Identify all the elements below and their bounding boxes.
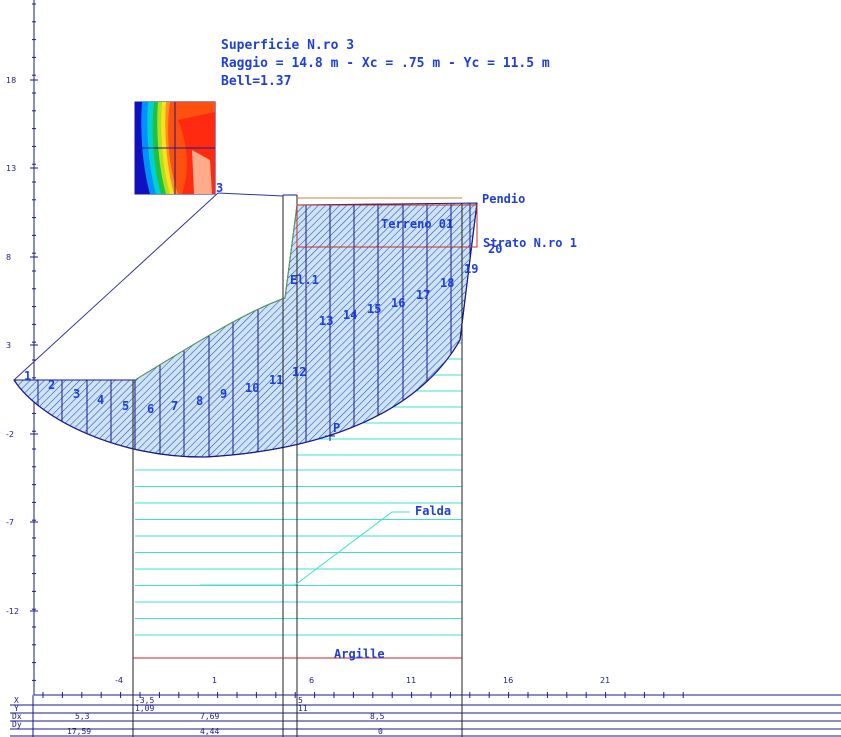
x-tick-label: -4 <box>115 676 123 685</box>
label-terreno: Terreno 01 <box>381 217 453 231</box>
x-tick-label: 21 <box>600 676 610 685</box>
header-line-1: Superficie N.ro 3 <box>221 38 354 53</box>
cell-c1-dy: 17,59 <box>67 727 91 736</box>
sliding-mass <box>13 202 478 458</box>
radius-line-top <box>217 192 284 197</box>
slice-number: 5 <box>122 399 129 413</box>
slice-number: 1 <box>24 369 31 383</box>
row-label-y: Y <box>14 704 19 713</box>
x-tick-label: 1 <box>212 676 217 685</box>
row-label-x: X <box>14 696 19 705</box>
row-label-dy: Dy <box>12 720 22 729</box>
y-tick-label: 13 <box>6 164 16 173</box>
falda-leader <box>200 511 410 586</box>
slice-number: 13 <box>319 314 333 328</box>
label-pendio: Pendio <box>482 192 525 206</box>
row-label-dx: Dx <box>12 712 22 721</box>
label-strato: Strato N.ro 1 <box>483 236 577 250</box>
slice-number: 4 <box>97 393 104 407</box>
label-point-p: P <box>333 421 340 435</box>
safety-factor-mesh <box>134 101 216 195</box>
point-p-marker <box>325 431 335 441</box>
y-tick-label: 18 <box>6 76 16 85</box>
y-axis-ticks: 18 13 8 3 -2 -7 -12 <box>6 3 38 681</box>
coordinate-table: X Y Dx Dy 5,3 17,59 -3,5 1,09 7,69 4,44 … <box>10 694 841 737</box>
y-tick-label: 8 <box>6 253 11 262</box>
x-tick-label: 11 <box>406 676 416 685</box>
cell-c3-dx: 8,5 <box>370 712 385 721</box>
x-tick-label: 6 <box>309 676 314 685</box>
slope-profile <box>134 204 298 381</box>
slice-number: 12 <box>292 365 306 379</box>
header-line-3: Bell=1.37 <box>221 74 291 89</box>
slice-number: 11 <box>269 373 283 387</box>
cell-c2-dx: 7,69 <box>200 712 219 721</box>
slice-number: 19 <box>464 262 478 276</box>
label-argille: Argille <box>334 647 385 661</box>
cell-c2-y: 1,09 <box>135 704 154 713</box>
y-tick-label: 3 <box>6 341 11 350</box>
label-falda: Falda <box>415 504 451 518</box>
slip-circle-arc <box>13 202 478 458</box>
y-tick-label: -12 <box>6 607 19 616</box>
strato-box <box>296 204 478 248</box>
label-mesh-corner: 3 <box>216 181 223 195</box>
slice-number: 7 <box>171 399 178 413</box>
label-el: El.1 <box>290 273 319 287</box>
slice-number: 17 <box>416 288 430 302</box>
slice-number: 16 <box>391 296 405 310</box>
slice-number: 15 <box>367 302 381 316</box>
slice-number: 6 <box>147 402 154 416</box>
y-tick-label: -2 <box>6 430 14 439</box>
slice-number: 8 <box>196 394 203 408</box>
cell-c3-x: 5 <box>298 696 303 705</box>
header-line-2: Raggio = 14.8 m - Xc = .75 m - Yc = 11.5… <box>221 56 550 71</box>
slice-number: 14 <box>343 308 357 322</box>
cell-c1-dx: 5,3 <box>75 712 90 721</box>
label-slice-20: 20 <box>488 242 502 256</box>
cell-c3-y: 11 <box>298 704 308 713</box>
slice-number: 3 <box>73 387 80 401</box>
slice-number: 2 <box>48 378 55 392</box>
x-tick-label: 16 <box>503 676 513 685</box>
cell-c3-dy: 0 <box>378 727 383 736</box>
cell-c2-x: -3,5 <box>135 696 154 705</box>
radius-line-left <box>13 192 219 381</box>
slice-number: 10 <box>245 381 259 395</box>
y-tick-label: -7 <box>6 518 14 527</box>
slice-number: 18 <box>440 276 454 290</box>
slice-number: 9 <box>220 387 227 401</box>
cell-c2-dy: 4,44 <box>200 727 219 736</box>
